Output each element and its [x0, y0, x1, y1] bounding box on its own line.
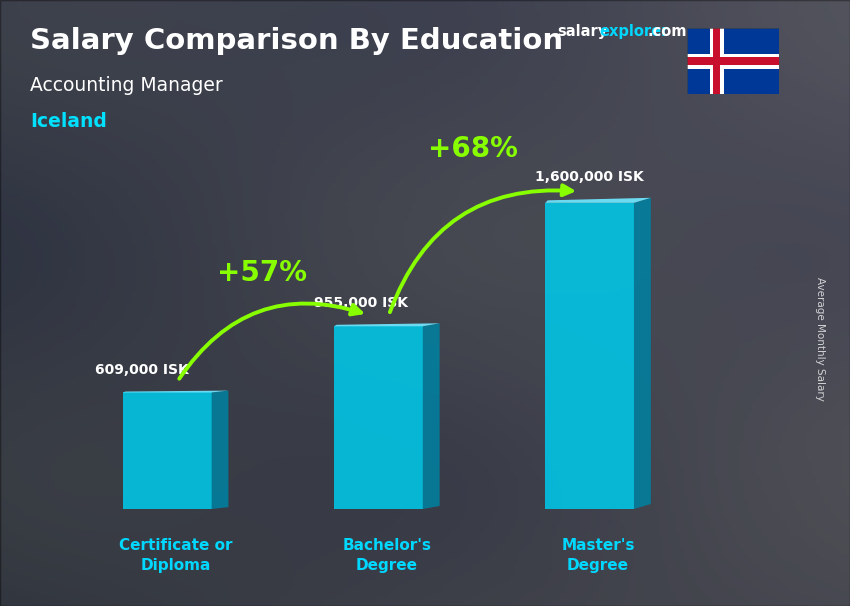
- Text: Accounting Manager: Accounting Manager: [30, 76, 223, 95]
- Bar: [687, 54, 779, 68]
- Bar: [687, 57, 779, 65]
- Text: Bachelor's
Degree: Bachelor's Degree: [343, 538, 431, 573]
- Text: +68%: +68%: [428, 135, 518, 163]
- Text: Master's
Degree: Master's Degree: [561, 538, 635, 573]
- Polygon shape: [122, 391, 229, 393]
- Bar: [545, 203, 634, 509]
- Bar: [122, 393, 212, 509]
- Bar: [713, 28, 721, 94]
- Text: 1,600,000 ISK: 1,600,000 ISK: [536, 170, 644, 184]
- Text: Salary Comparison By Education: Salary Comparison By Education: [30, 27, 563, 55]
- Text: +57%: +57%: [218, 259, 307, 287]
- Polygon shape: [634, 198, 651, 509]
- Text: Certificate or
Diploma: Certificate or Diploma: [119, 538, 232, 573]
- Polygon shape: [212, 391, 229, 509]
- Text: salary: salary: [557, 24, 607, 39]
- Polygon shape: [422, 323, 439, 509]
- Text: .com: .com: [648, 24, 687, 39]
- Text: Iceland: Iceland: [30, 112, 106, 131]
- Bar: [710, 28, 724, 94]
- Polygon shape: [334, 323, 439, 326]
- Text: 955,000 ISK: 955,000 ISK: [314, 296, 409, 310]
- Bar: [334, 326, 422, 509]
- Text: explorer: explorer: [599, 24, 669, 39]
- Text: 609,000 ISK: 609,000 ISK: [95, 363, 189, 377]
- Text: Average Monthly Salary: Average Monthly Salary: [815, 278, 825, 401]
- Polygon shape: [545, 198, 651, 203]
